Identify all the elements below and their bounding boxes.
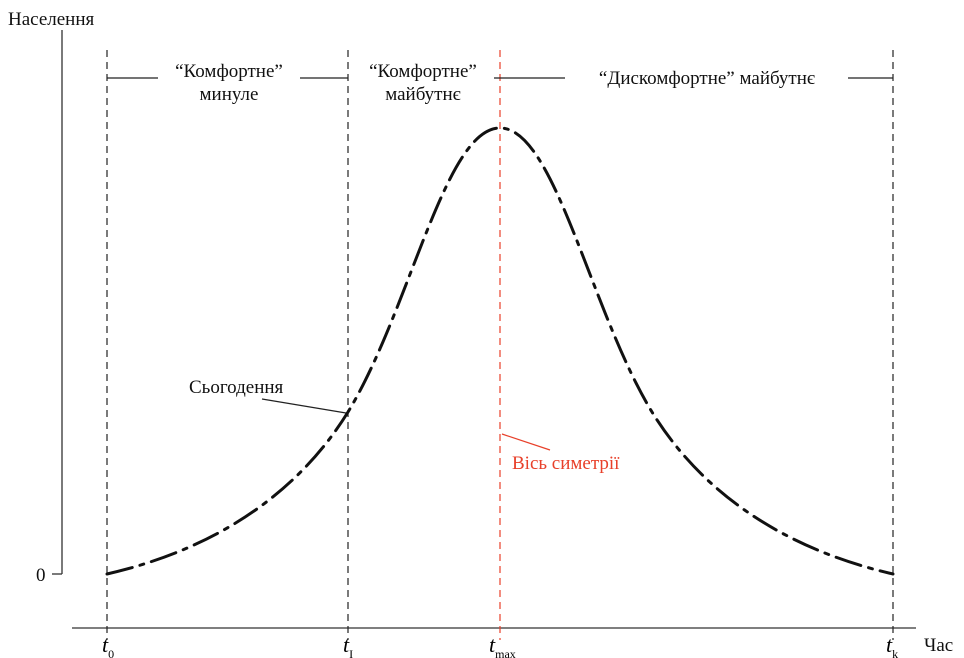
tick-tI-sub: I: [349, 647, 353, 658]
region-past-line2: минуле: [200, 84, 259, 105]
tick-tI-base: t: [343, 632, 350, 657]
tick-tk-sub: k: [892, 647, 898, 658]
tick-tmax: tmax: [489, 632, 516, 658]
x-axis-label: Час: [924, 635, 953, 656]
region-near-line2: майбутнє: [385, 84, 461, 105]
tick-tmax-sub: max: [495, 647, 516, 658]
present-leader-line: [261, 398, 347, 414]
y-zero-label: 0: [36, 565, 46, 586]
tick-tk: tk: [886, 632, 898, 658]
present-label: Сьогодення: [189, 377, 284, 398]
region-near-line1: “Комфортне”: [369, 61, 477, 82]
tick-t0-sub: 0: [108, 647, 114, 658]
tick-t0: t0: [102, 632, 114, 658]
symmetry-label: Вісь симетрії: [512, 453, 620, 474]
tick-tk-base: t: [886, 632, 893, 657]
tick-tI: tI: [343, 632, 353, 658]
region-far-label: “Дискомфортне” майбутнє: [599, 68, 815, 89]
region-past-line1: “Комфортне”: [175, 61, 283, 82]
tick-tmax-base: t: [489, 632, 496, 657]
symmetry-leader-line: [501, 433, 551, 451]
tick-t0-base: t: [102, 632, 109, 657]
y-axis-label: Населення: [8, 9, 95, 30]
population-curve: [105, 126, 895, 576]
